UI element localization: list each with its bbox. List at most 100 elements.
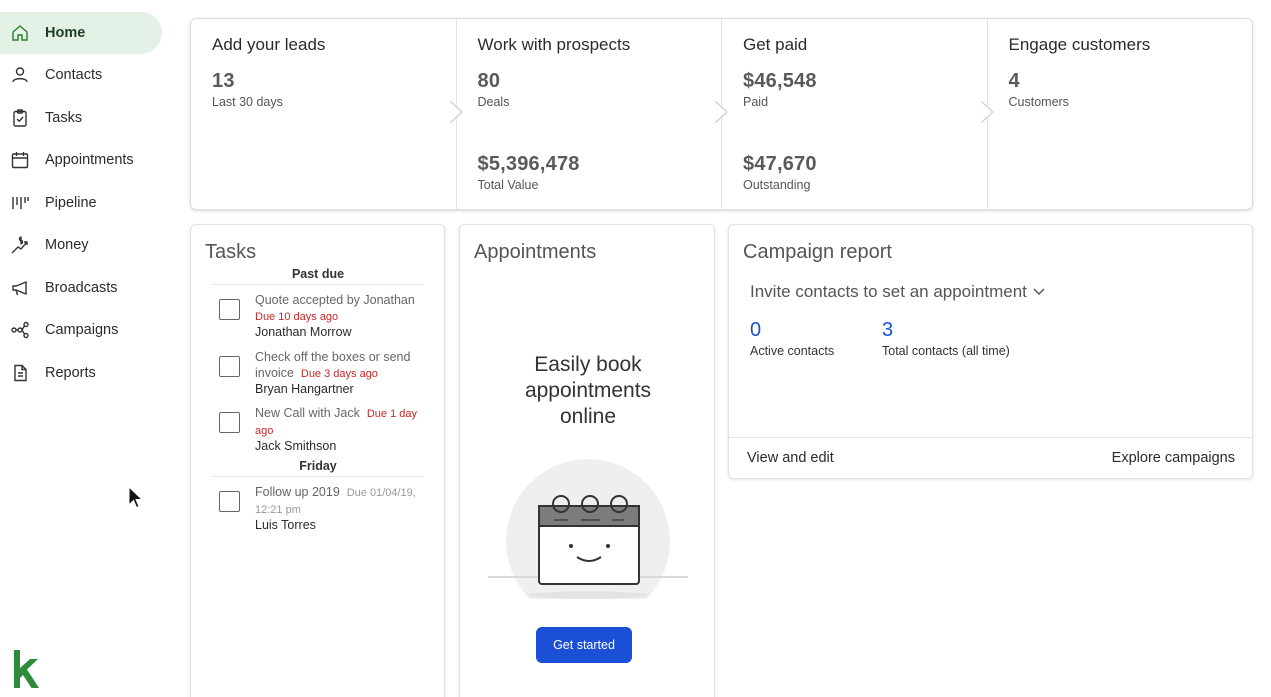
funnel-stage-prospects[interactable]: Work with prospects 80 Deals $5,396,478 …	[457, 19, 728, 209]
task-due: Due 3 days ago	[300, 367, 378, 380]
stage-title: Work with prospects	[477, 35, 631, 54]
campaign-report-card: Campaign report Invite contacts to set a…	[728, 224, 1253, 479]
appointments-card: Appointments Easily book appointments on…	[459, 224, 715, 697]
get-started-button[interactable]: Get started	[536, 627, 632, 663]
home-icon	[9, 22, 31, 44]
calendar-smile-illustration	[488, 459, 688, 599]
sidebar-item-campaigns[interactable]: Campaigns	[0, 309, 162, 351]
stage-stat: $46,548 Paid	[743, 70, 817, 109]
stat-label: Total Value	[477, 178, 539, 192]
task-section-heading: Friday	[212, 459, 424, 477]
stat-value: $47,670	[743, 153, 817, 175]
stage-title: Add your leads	[212, 35, 326, 54]
sidebar-item-label: Money	[45, 237, 89, 253]
pipeline-icon	[9, 192, 31, 214]
task-due: Due 01/04/19, 12:21 pm	[255, 487, 416, 516]
task-item: New Call with Jack Due 1 day ago Jack Sm…	[219, 406, 424, 455]
task-contact-link[interactable]: Luis Torres	[255, 518, 316, 532]
active-contacts-metric: 0 Active contacts	[750, 319, 834, 358]
sidebar-item-label: Campaigns	[45, 322, 119, 338]
stat-value: 4	[1008, 70, 1020, 92]
sidebar-item-money[interactable]: Money	[0, 224, 162, 266]
metric-label: Total contacts (all time)	[882, 344, 1010, 358]
metric-label: Active contacts	[750, 344, 835, 358]
task-checkbox[interactable]	[219, 356, 240, 377]
tasks-card: Tasks Past due Quote accepted by Jonatha…	[190, 224, 445, 697]
campaign-card-footer: View and edit Explore campaigns	[729, 437, 1252, 479]
promo-line: Easily book	[534, 353, 642, 376]
stage-stat: $47,670 Outstanding	[743, 153, 817, 192]
stage-stat: 13 Last 30 days	[212, 70, 283, 109]
task-text: New Call with Jack	[255, 406, 360, 420]
task-item: Quote accepted by Jonathan Due 10 days a…	[219, 293, 424, 341]
stat-value: 80	[477, 70, 501, 92]
promo-line: online	[559, 405, 617, 428]
sidebar-item-label: Pipeline	[45, 195, 97, 211]
sidebar-item-reports[interactable]: Reports	[0, 352, 162, 394]
metric-value: 0	[750, 319, 762, 341]
sidebar-item-label: Contacts	[45, 67, 103, 83]
brand-logo	[14, 650, 39, 688]
task-section-heading: Past due	[212, 267, 424, 285]
funnel-stage-leads[interactable]: Add your leads 13 Last 30 days	[191, 19, 463, 209]
sidebar-item-home[interactable]: Home	[0, 12, 162, 54]
sidebar-item-broadcasts[interactable]: Broadcasts	[0, 267, 162, 309]
sidebar-item-pipeline[interactable]: Pipeline	[0, 182, 162, 224]
task-text: Quote accepted by Jonathan	[255, 293, 415, 307]
task-checkbox[interactable]	[219, 491, 240, 512]
task-due: Due 10 days ago	[255, 310, 339, 323]
person-icon	[9, 64, 31, 86]
funnel-card: Add your leads 13 Last 30 days Work with…	[190, 18, 1253, 210]
task-contact-link[interactable]: Jonathan Morrow	[255, 325, 352, 339]
sidebar-item-label: Tasks	[45, 110, 83, 126]
stat-label: Outstanding	[743, 178, 811, 192]
promo-line: appointments	[524, 379, 652, 402]
card-title: Campaign report	[743, 241, 892, 263]
stat-label: Customers	[1008, 95, 1069, 109]
task-due: Due 1 day ago	[255, 408, 417, 437]
task-contact-link[interactable]: Bryan Hangartner	[255, 382, 354, 396]
report-icon	[9, 362, 31, 384]
sidebar: Home Contacts Tasks Appointments Pipelin…	[0, 0, 175, 697]
task-checkbox[interactable]	[219, 299, 240, 320]
total-contacts-metric: 3 Total contacts (all time)	[882, 319, 1010, 358]
view-and-edit-link[interactable]: View and edit	[747, 450, 834, 466]
stat-label: Deals	[477, 95, 510, 109]
stat-label: Paid	[743, 95, 769, 109]
stat-label: Last 30 days	[212, 95, 283, 109]
task-text: Follow up 2019	[255, 485, 340, 499]
task-text: Check off the boxes or send invoice	[255, 350, 411, 380]
chevron-right-icon	[449, 100, 464, 124]
explore-campaigns-link[interactable]: Explore campaigns	[1111, 450, 1235, 466]
chevron-down-icon	[1033, 288, 1045, 296]
money-icon	[9, 234, 31, 256]
sidebar-item-contacts[interactable]: Contacts	[0, 54, 162, 96]
campaigns-icon	[9, 319, 31, 341]
mouse-cursor-icon	[128, 486, 144, 509]
chevron-right-icon	[980, 100, 995, 124]
sidebar-item-tasks[interactable]: Tasks	[0, 97, 162, 139]
stat-value: $46,548	[743, 70, 817, 92]
task-contact-link[interactable]: Jack Smithson	[255, 439, 337, 453]
sidebar-item-label: Appointments	[45, 152, 134, 168]
appointments-promo-text: Easily book appointments online	[460, 352, 716, 430]
funnel-stage-paid[interactable]: Get paid $46,548 Paid $47,670 Outstandin…	[722, 19, 994, 209]
card-title: Appointments	[474, 241, 597, 263]
stage-stat: 80 Deals	[478, 70, 510, 109]
sidebar-item-appointments[interactable]: Appointments	[0, 139, 162, 181]
stat-value: 13	[212, 70, 235, 92]
card-title: Tasks	[205, 241, 257, 263]
calendar-icon	[9, 149, 31, 171]
clipboard-check-icon	[9, 107, 31, 129]
campaign-select-value: Invite contacts to set an appointment	[750, 282, 1027, 301]
campaign-select[interactable]: Invite contacts to set an appointment	[750, 282, 1046, 302]
task-checkbox[interactable]	[219, 412, 240, 433]
chevron-right-icon	[714, 100, 729, 124]
megaphone-icon	[9, 277, 31, 299]
task-item: Follow up 2019 Due 01/04/19, 12:21 pm Lu…	[219, 485, 424, 534]
metric-value: 3	[882, 319, 894, 341]
sidebar-item-label: Broadcasts	[45, 280, 118, 296]
stat-value: $5,396,478	[477, 153, 580, 175]
funnel-stage-customers[interactable]: Engage customers 4 Customers	[988, 19, 1253, 209]
task-item: Check off the boxes or send invoice Due …	[219, 350, 424, 398]
